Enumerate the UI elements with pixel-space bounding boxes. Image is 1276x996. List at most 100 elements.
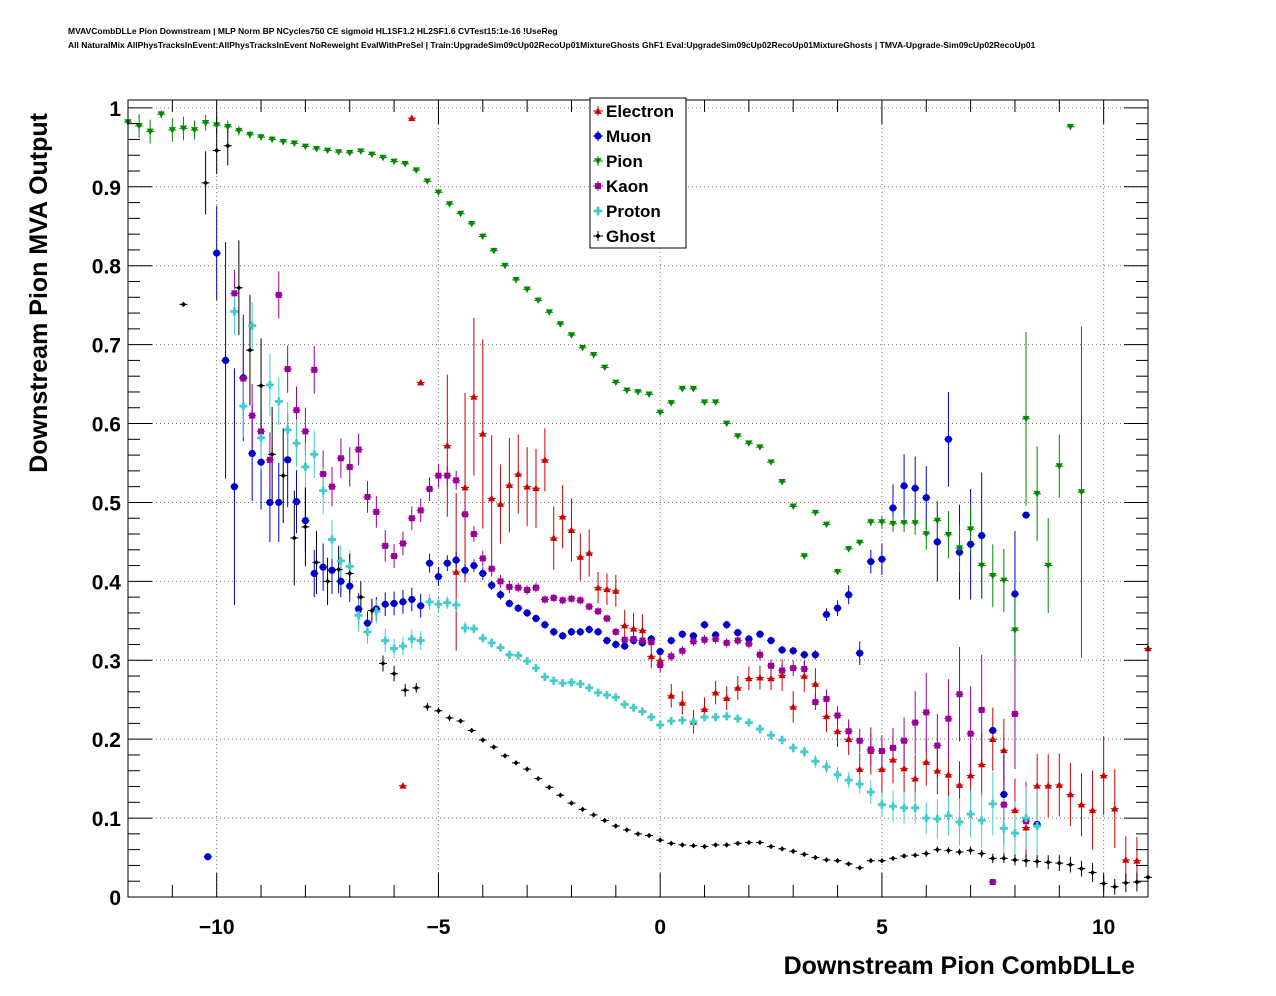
point-muon	[514, 604, 522, 612]
point-ghost	[945, 847, 952, 854]
point-muon	[867, 558, 875, 566]
point-ghost	[469, 727, 475, 734]
point-ghost	[258, 383, 264, 389]
point-proton	[523, 657, 532, 666]
point-kaon	[479, 555, 486, 562]
point-electron	[1100, 771, 1108, 779]
point-pion	[246, 131, 254, 139]
point-electron	[1077, 801, 1086, 808]
point-electron	[585, 549, 593, 556]
point-kaon	[768, 662, 775, 669]
point-muon	[204, 853, 212, 861]
point-electron	[989, 735, 997, 743]
point-muon	[505, 599, 513, 608]
point-muon	[559, 632, 567, 640]
point-kaon	[779, 667, 786, 674]
x-tick-label: 0	[654, 916, 666, 939]
point-electron	[1000, 746, 1008, 754]
point-proton	[911, 803, 920, 812]
point-ghost	[690, 843, 697, 849]
point-kaon	[801, 665, 808, 672]
point-ghost	[546, 784, 552, 790]
point-proton	[955, 818, 964, 827]
point-electron	[1133, 857, 1141, 864]
point-pion	[190, 127, 199, 134]
point-pion	[623, 387, 631, 394]
point-muon	[585, 625, 593, 634]
point-proton	[239, 402, 248, 411]
point-pion	[235, 127, 243, 135]
point-electron	[470, 393, 478, 400]
point-proton	[678, 716, 687, 725]
point-electron	[955, 781, 964, 788]
point-kaon	[497, 578, 504, 585]
point-kaon	[621, 636, 628, 643]
point-proton	[230, 307, 239, 316]
point-electron	[1044, 782, 1052, 789]
point-proton	[283, 425, 292, 434]
point-electron	[1088, 806, 1097, 814]
point-muon	[257, 458, 265, 466]
point-proton	[966, 810, 975, 819]
point-proton	[800, 747, 809, 756]
point-ghost	[890, 855, 896, 861]
point-ghost	[679, 842, 685, 848]
point-kaon	[355, 446, 362, 453]
point-ghost	[990, 855, 996, 861]
legend: Electron Muon Pion Kaon Proton Ghost	[589, 97, 687, 249]
point-pion	[756, 444, 764, 451]
point-proton	[833, 770, 842, 779]
point-ghost	[901, 853, 907, 859]
series-proton-errors	[230, 287, 1042, 866]
point-muon	[933, 538, 941, 546]
point-proton	[620, 700, 629, 709]
point-kaon	[533, 584, 539, 591]
point-pion	[290, 140, 298, 148]
point-pion	[346, 149, 354, 157]
point-pion	[778, 479, 786, 486]
point-proton	[999, 824, 1008, 833]
point-pion	[312, 146, 321, 153]
point-proton	[336, 556, 345, 565]
point-pion	[335, 149, 343, 156]
point-ghost	[1123, 880, 1129, 886]
point-electron	[678, 699, 686, 706]
point-pion	[845, 546, 853, 553]
point-muon	[275, 498, 283, 507]
point-pion	[268, 136, 276, 144]
point-pion	[401, 161, 409, 168]
point-pion	[379, 154, 387, 162]
point-pion	[922, 531, 930, 538]
point-electron	[734, 684, 742, 691]
point-pion	[545, 309, 553, 316]
point-kaon	[506, 583, 513, 590]
point-pion	[279, 138, 287, 146]
point-proton	[532, 664, 540, 673]
point-muon	[603, 636, 611, 645]
point-electron	[978, 760, 986, 768]
point-muon	[667, 636, 675, 645]
point-ghost	[225, 143, 231, 149]
tick-labels: −10 −5 0 5 10 0 0.1 0.2 0.3 0.4 0.5 0.6 0.7 0.8 0.9 1	[92, 98, 1116, 939]
point-pion	[368, 151, 376, 159]
point-pion	[224, 123, 232, 131]
point-kaon	[790, 665, 797, 672]
point-electron	[922, 758, 930, 765]
point-kaon	[989, 879, 996, 886]
point-muon	[756, 630, 764, 638]
point-pion	[534, 297, 542, 305]
point-muon	[434, 573, 443, 581]
point-kaon	[462, 511, 469, 518]
point-pion	[867, 519, 875, 526]
point-pion	[479, 233, 487, 241]
point-ghost	[424, 704, 430, 710]
point-proton	[933, 814, 942, 823]
point-proton	[390, 644, 399, 653]
point-kaon	[284, 366, 291, 373]
point-electron	[656, 656, 664, 664]
point-proton	[363, 627, 372, 636]
point-proton	[265, 380, 274, 389]
point-muon	[689, 632, 698, 640]
point-proton	[443, 598, 452, 607]
point-kaon	[734, 637, 741, 644]
